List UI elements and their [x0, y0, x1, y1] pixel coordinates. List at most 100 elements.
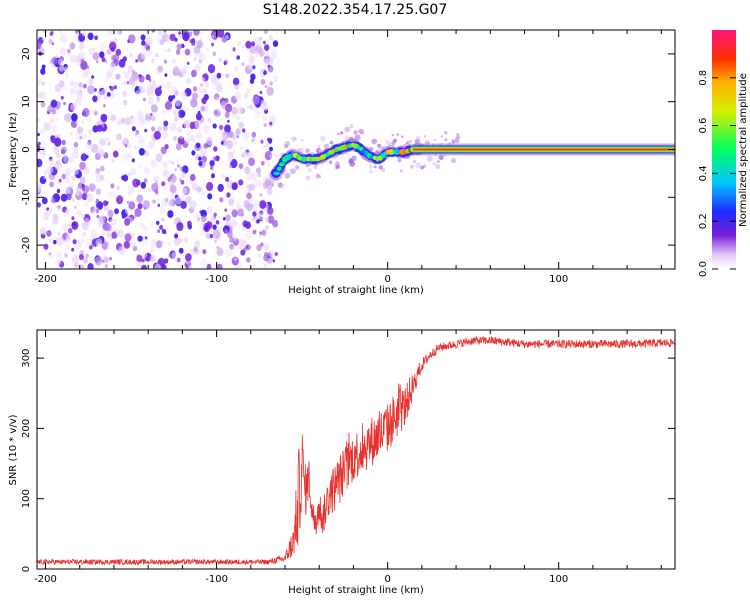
noise-blob	[54, 137, 62, 147]
noise-blob	[201, 77, 205, 83]
noise-blob	[213, 110, 218, 116]
noise-blob	[118, 246, 126, 255]
noise-blob	[396, 133, 400, 137]
snr-ylabel: SNR (10 * v/v)	[8, 414, 19, 485]
noise-blob	[72, 239, 77, 245]
noise-blob	[216, 245, 219, 249]
noise-blob	[68, 156, 74, 163]
noise-blob	[218, 57, 223, 63]
noise-blob	[432, 162, 437, 166]
noise-blob	[150, 104, 158, 113]
noise-blob	[94, 256, 103, 266]
noise-blob	[260, 139, 264, 144]
noise-blob	[55, 116, 59, 121]
noise-blob	[399, 169, 403, 173]
noise-blob	[244, 166, 251, 174]
colorbar-tick-label: 0.4	[698, 165, 709, 181]
noise-blob	[202, 87, 207, 94]
noise-blob	[97, 148, 105, 157]
noise-blob	[167, 199, 174, 207]
noise-blob	[94, 112, 98, 116]
noise-blob	[81, 120, 84, 124]
noise-blob	[73, 141, 79, 148]
noise-blob	[106, 92, 111, 97]
noise-blob	[219, 124, 224, 130]
noise-blob	[130, 241, 136, 248]
noise-blob	[256, 244, 262, 252]
x-tick-label: -200	[34, 574, 57, 585]
noise-blob	[177, 236, 183, 244]
noise-blob	[269, 81, 273, 86]
noise-blob	[94, 88, 97, 92]
noise-blob	[159, 224, 164, 230]
noise-blob	[69, 42, 76, 50]
noise-blob	[106, 231, 111, 238]
noise-blob	[59, 34, 68, 44]
noise-blob	[110, 183, 115, 189]
noise-blob	[180, 110, 186, 117]
noise-blob	[267, 137, 273, 144]
noise-blob	[185, 138, 191, 145]
noise-blob	[368, 164, 373, 169]
noise-blob	[117, 229, 125, 238]
noise-blob	[232, 47, 236, 52]
noise-blob	[144, 150, 150, 157]
noise-blob	[246, 171, 254, 181]
noise-blob	[134, 132, 139, 138]
noise-blob	[211, 42, 214, 47]
noise-blob	[141, 40, 146, 46]
noise-blob	[194, 40, 199, 46]
noise-blob	[330, 140, 333, 143]
noise-blob	[195, 112, 202, 121]
noise-blob	[397, 158, 402, 163]
noise-blob	[126, 142, 132, 149]
noise-blob	[216, 30, 225, 38]
noise-blob	[149, 81, 153, 86]
noise-blob	[451, 139, 454, 142]
noise-blob	[263, 40, 266, 45]
noise-blob	[143, 166, 149, 173]
noise-blob	[50, 59, 54, 64]
noise-blob	[199, 53, 207, 62]
noise-blob	[215, 155, 220, 162]
noise-blob	[68, 52, 71, 57]
noise-blob	[226, 192, 231, 198]
noise-blob	[67, 227, 73, 234]
noise-blob	[269, 121, 273, 126]
noise-blob	[225, 176, 230, 182]
noise-blob	[163, 125, 168, 131]
noise-blob	[192, 92, 199, 100]
noise-blob	[182, 31, 190, 42]
noise-blob	[46, 165, 54, 175]
noise-blob	[259, 193, 263, 197]
noise-blob	[58, 30, 64, 34]
noise-blob	[191, 69, 197, 78]
noise-blob	[254, 48, 259, 55]
noise-blob	[38, 91, 46, 100]
noise-blob	[259, 200, 267, 209]
noise-blob	[99, 51, 105, 59]
noise-blob	[154, 263, 162, 269]
noise-blob	[415, 162, 421, 169]
noise-blob	[301, 139, 304, 142]
noise-blob	[106, 241, 110, 246]
noise-blob	[257, 172, 262, 178]
noise-blob	[48, 158, 55, 166]
noise-blob	[264, 251, 269, 258]
noise-blob	[157, 203, 161, 207]
noise-blob	[229, 219, 238, 229]
noise-blob	[107, 30, 115, 37]
y-tick-label: 100	[21, 489, 32, 508]
noise-blob	[266, 187, 273, 195]
noise-blob	[255, 167, 262, 174]
noise-blob	[207, 193, 213, 200]
noise-blob	[46, 217, 49, 221]
noise-blob	[344, 126, 351, 133]
noise-blob	[189, 39, 193, 43]
noise-blob	[267, 215, 275, 224]
noise-blob	[52, 216, 59, 225]
noise-blob	[215, 220, 220, 225]
noise-blob	[128, 34, 136, 44]
noise-blob	[81, 30, 86, 37]
noise-blob	[391, 134, 394, 137]
